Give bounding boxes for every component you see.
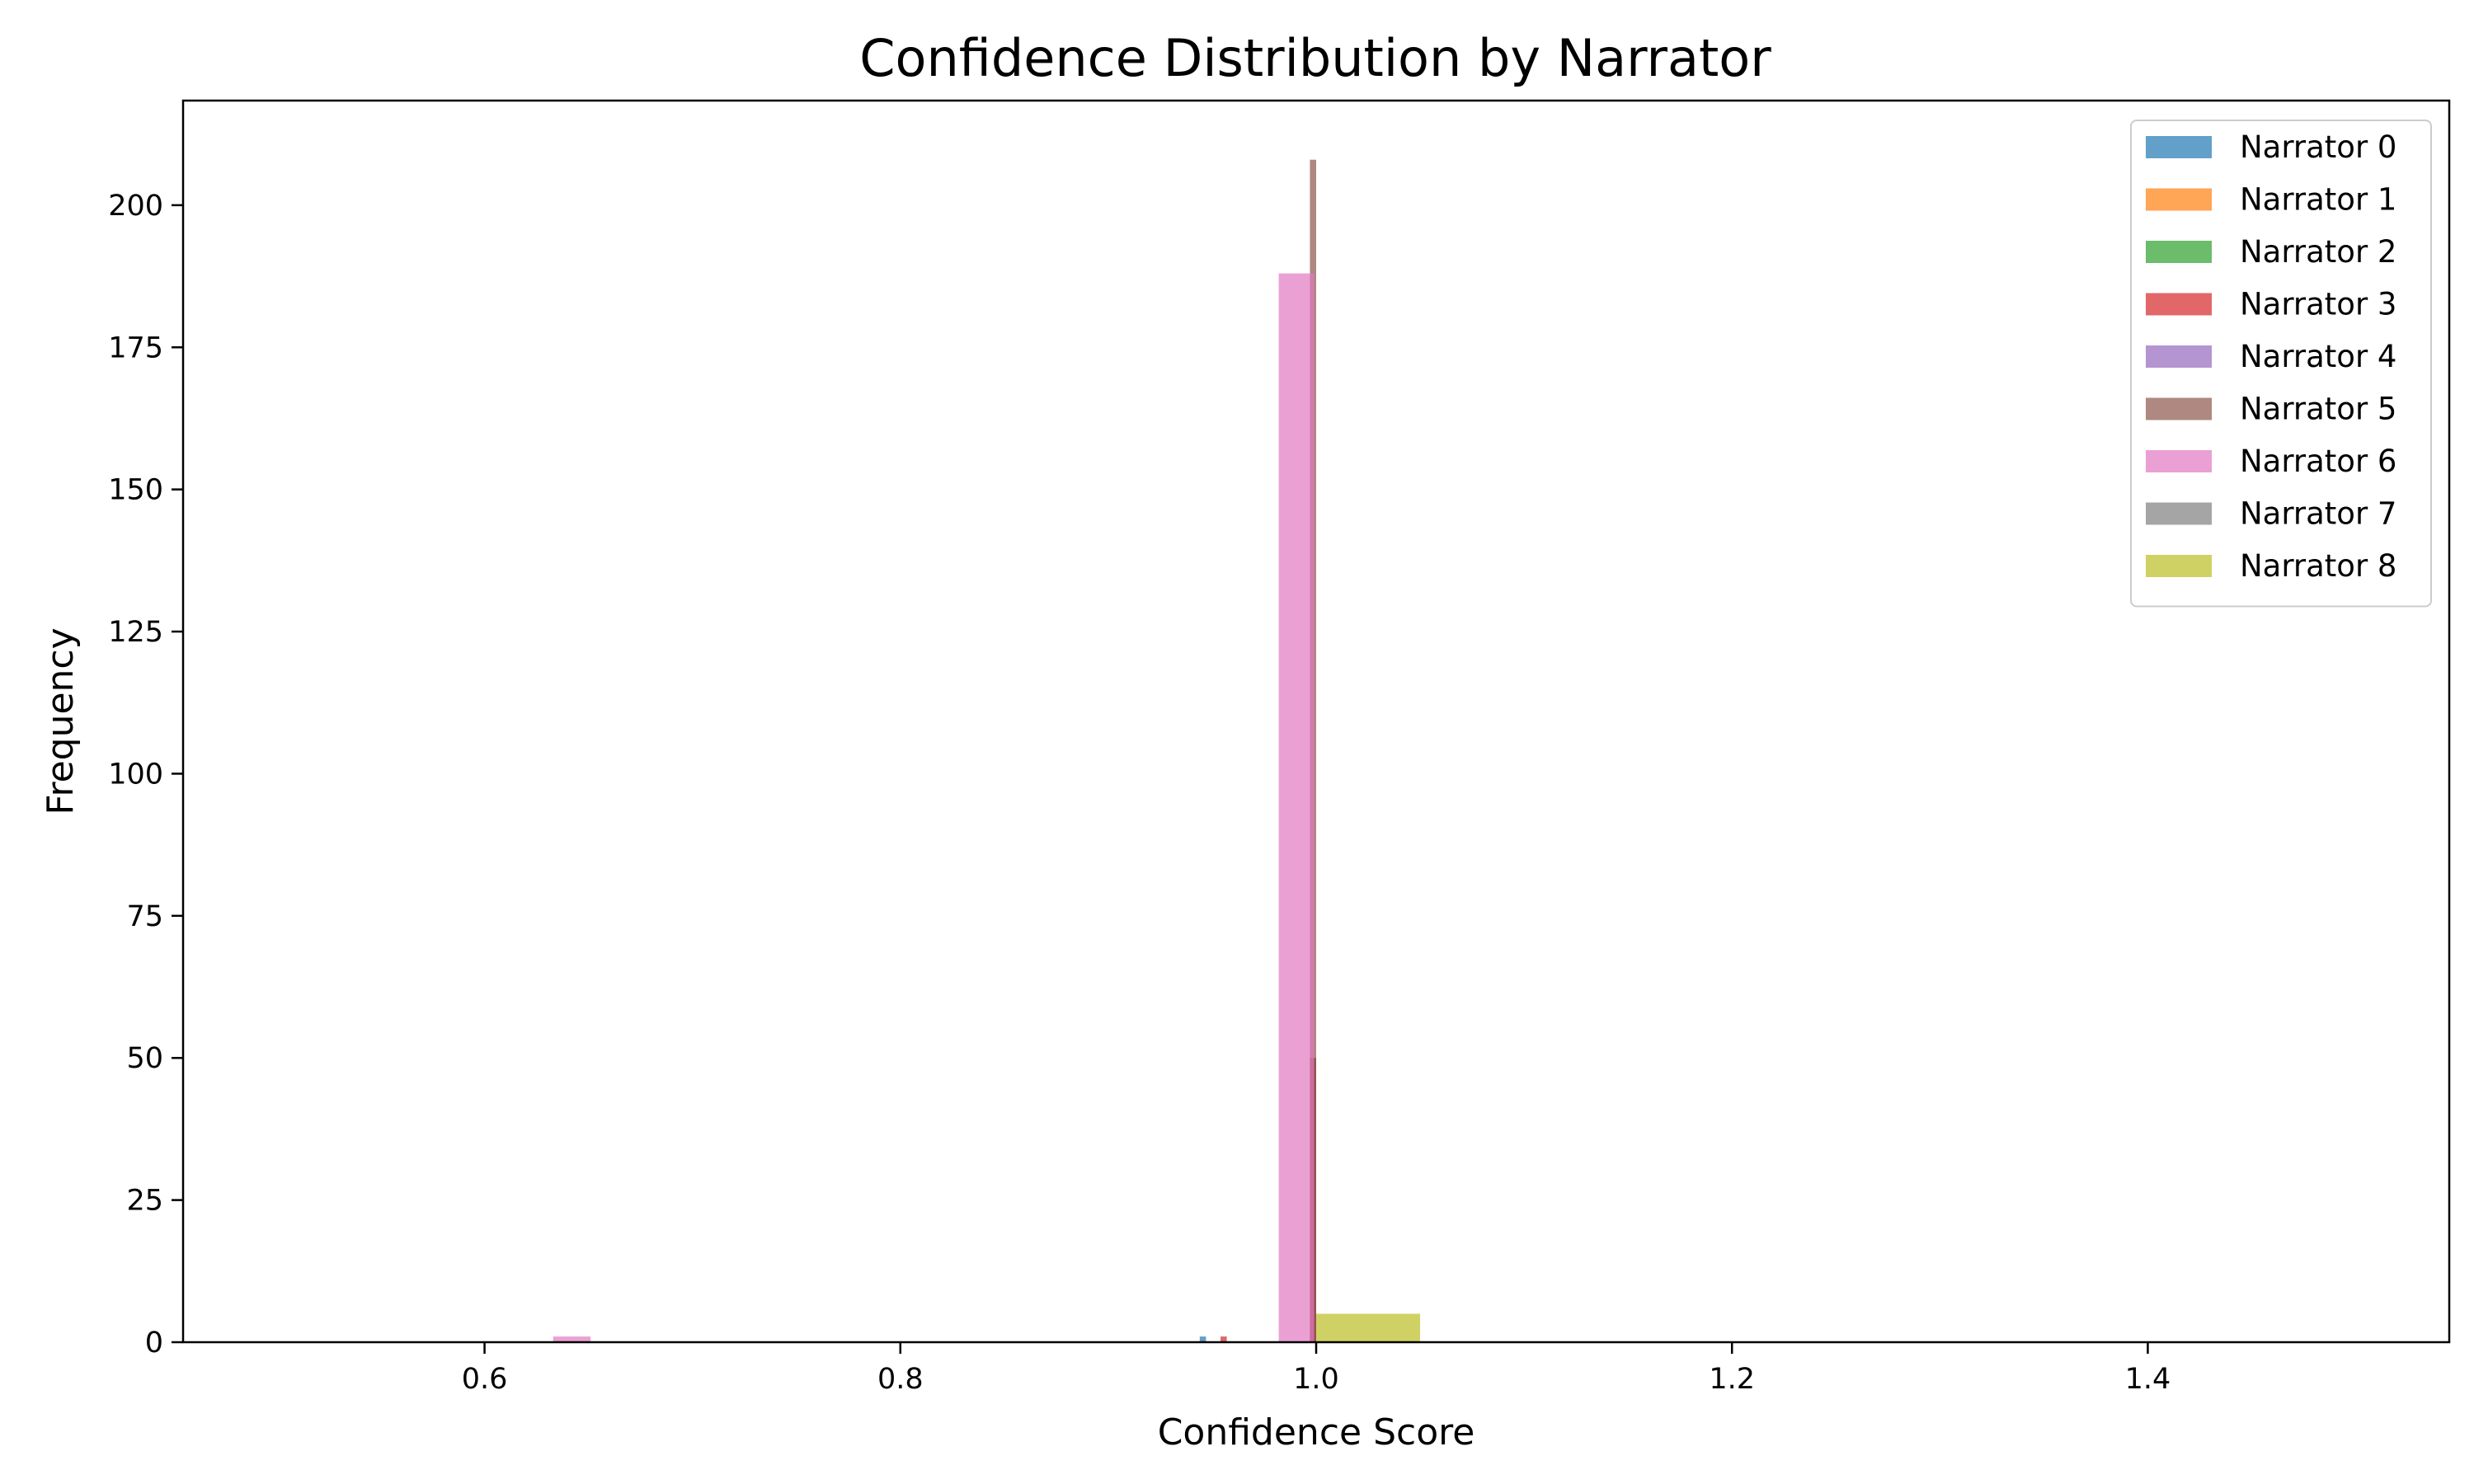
y-tick-label: 75 — [126, 900, 163, 933]
legend-swatch-7 — [2146, 502, 2212, 525]
y-tick-label: 125 — [108, 616, 163, 649]
y-tick-label: 175 — [108, 331, 163, 364]
legend-swatch-8 — [2146, 555, 2212, 577]
y-tick-label: 25 — [126, 1185, 163, 1218]
legend-label-7: Narrator 7 — [2240, 496, 2396, 532]
histogram-bar-6-1 — [1278, 273, 1315, 1343]
legend-swatch-2 — [2146, 241, 2212, 263]
plot-area — [181, 99, 2451, 1344]
legend-label-0: Narrator 0 — [2240, 129, 2396, 165]
y-tick-label: 200 — [108, 190, 163, 223]
x-tick-label: 1.0 — [1293, 1363, 1339, 1396]
legend-label-4: Narrator 4 — [2240, 339, 2396, 374]
x-tick-label: 1.4 — [2125, 1363, 2171, 1396]
legend-label-6: Narrator 6 — [2240, 444, 2396, 479]
y-tick-label: 150 — [108, 474, 163, 507]
legend-swatch-5 — [2146, 397, 2212, 420]
y-axis-label: Frequency — [40, 627, 82, 815]
legend-swatch-1 — [2146, 188, 2212, 211]
chart-title: Confidence Distribution by Narrator — [859, 28, 1771, 88]
legend-label-3: Narrator 3 — [2240, 287, 2396, 322]
x-axis-label: Confidence Score — [1158, 1411, 1475, 1453]
histogram-bar-6-0 — [553, 1336, 591, 1342]
x-tick-label: 1.2 — [1709, 1363, 1755, 1396]
legend: Narrator 0 Narrator 1 Narrator 2 Narrator 3… — [2130, 120, 2432, 608]
histogram-bar-3-0 — [1221, 1336, 1227, 1342]
legend-swatch-3 — [2146, 293, 2212, 316]
y-tick-label: 50 — [126, 1042, 163, 1075]
y-tick-label: 0 — [145, 1327, 163, 1360]
legend-label-2: Narrator 2 — [2240, 234, 2396, 270]
y-axis: 0 25 50 75 100 125 150 175 200 — [108, 190, 183, 1360]
legend-label-1: Narrator 1 — [2240, 182, 2396, 218]
histogram-bar-8-0 — [1316, 1313, 1421, 1342]
legend-swatch-0 — [2146, 136, 2212, 158]
x-tick-label: 0.8 — [877, 1363, 924, 1396]
histogram-bar-0-0 — [1199, 1336, 1206, 1342]
legend-swatch-6 — [2146, 450, 2212, 472]
x-axis: 0.6 0.8 1.0 1.2 1.4 — [462, 1342, 2171, 1396]
bars-group — [553, 159, 1421, 1343]
x-tick-label: 0.6 — [462, 1363, 508, 1396]
legend-label-8: Narrator 8 — [2240, 548, 2396, 584]
legend-swatch-4 — [2146, 345, 2212, 368]
legend-label-5: Narrator 5 — [2240, 392, 2396, 427]
y-tick-label: 100 — [108, 758, 163, 791]
